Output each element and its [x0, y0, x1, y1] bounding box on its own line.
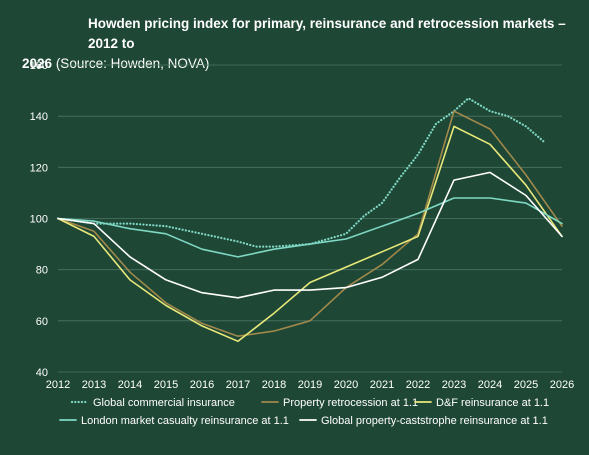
series-line [56, 97, 546, 248]
y-tick-label: 80 [36, 265, 48, 277]
x-tick-label: 2012 [46, 379, 70, 391]
x-tick-label: 2019 [298, 379, 322, 391]
series-line [57, 171, 563, 299]
x-tick-label: 2021 [370, 379, 394, 391]
x-tick-label: 2015 [154, 379, 178, 391]
legend-label: Global commercial insurance [93, 397, 235, 409]
y-tick-label: 140 [30, 111, 48, 123]
legend-label: London market casualty reinsurance at 1.… [81, 415, 289, 427]
chart-title-year: 2026 [22, 56, 53, 71]
legend-label: Global property-caststrophe reinsurance … [321, 415, 548, 427]
x-tick-label: 2023 [442, 379, 466, 391]
y-tick-label: 100 [30, 214, 48, 226]
series-line [57, 110, 563, 337]
chart-title: Howden pricing index for primary, reinsu… [22, 14, 582, 74]
x-tick-label: 2013 [82, 379, 106, 391]
chart-source: (Source: Howden, NOVA) [55, 56, 210, 71]
x-tick-label: 2025 [514, 379, 538, 391]
x-tick-label: 2024 [478, 379, 502, 391]
y-tick-label: 60 [36, 316, 48, 328]
x-tick-label: 2026 [550, 379, 574, 391]
legend-label: Property retrocession at 1.1 [283, 397, 418, 409]
x-tick-label: 2020 [334, 379, 358, 391]
x-tick-label: 2017 [226, 379, 250, 391]
y-tick-label: 160 [30, 60, 48, 72]
x-tick-label: 2016 [190, 379, 214, 391]
y-tick-label: 40 [36, 367, 48, 379]
chart-title-line1: Howden pricing index for primary, reinsu… [88, 16, 566, 51]
x-tick-label: 2022 [406, 379, 430, 391]
series-line [57, 197, 563, 258]
series-line [57, 125, 563, 343]
x-tick-label: 2014 [118, 379, 142, 391]
x-tick-label: 2018 [262, 379, 286, 391]
y-tick-label: 120 [30, 162, 48, 174]
legend-label: D&F reinsurance at 1.1 [436, 397, 549, 409]
chart-title-line2: 2026 (Source: Howden, NOVA) [22, 54, 582, 74]
